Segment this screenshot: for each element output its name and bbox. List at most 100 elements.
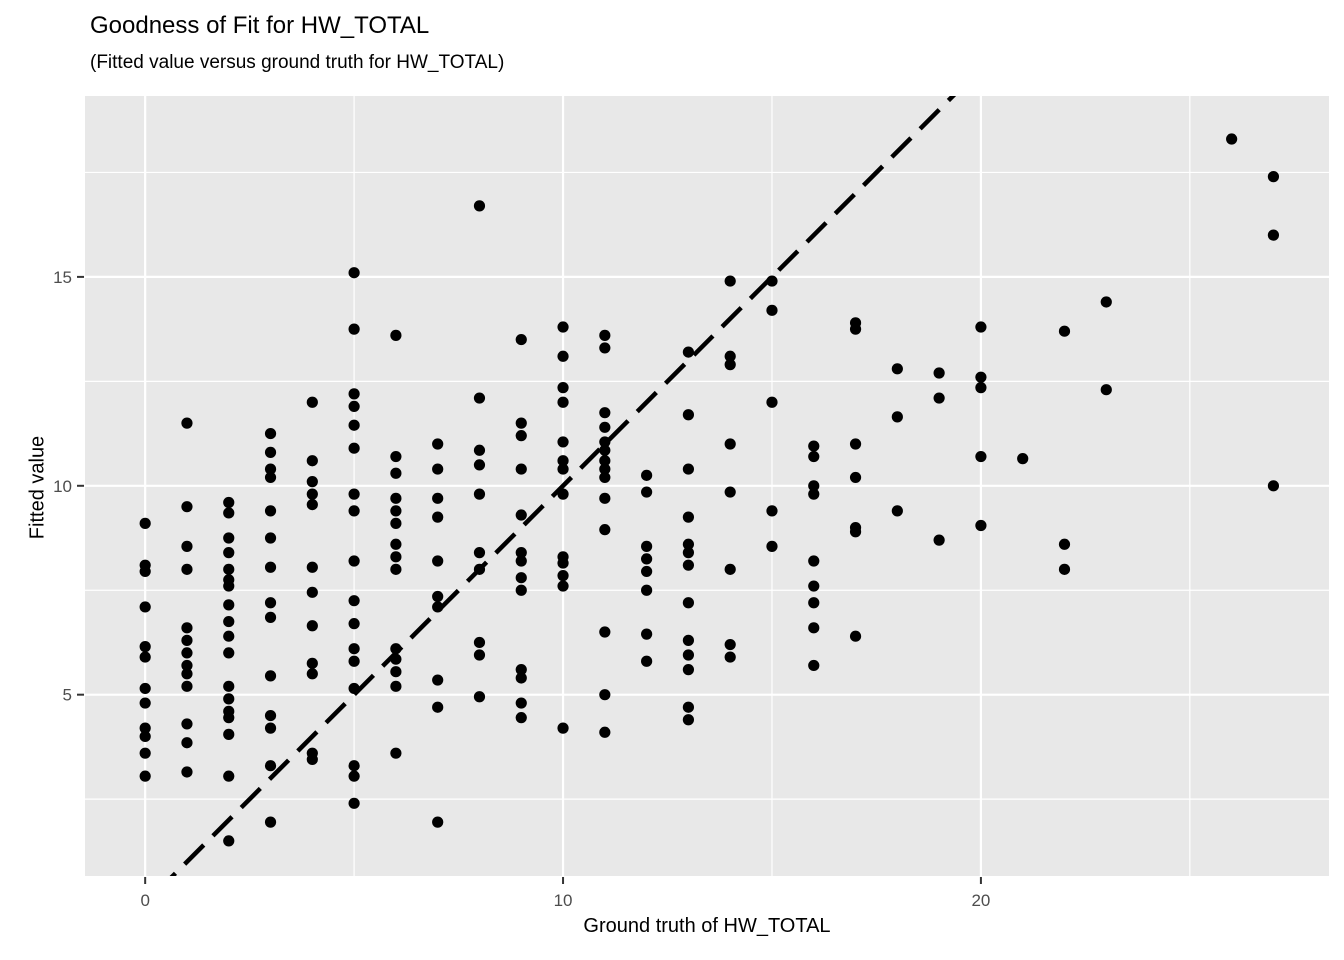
data-point	[1100, 384, 1112, 396]
data-point	[557, 488, 569, 500]
data-point	[139, 730, 151, 743]
data-point	[808, 480, 820, 492]
data-point	[181, 563, 193, 575]
data-point	[724, 275, 736, 287]
data-point	[181, 766, 193, 778]
data-point	[599, 444, 611, 456]
data-point	[139, 651, 151, 663]
data-point	[348, 442, 360, 454]
data-point	[975, 519, 987, 532]
data-point	[975, 382, 987, 394]
data-point	[223, 647, 235, 659]
data-point	[348, 400, 360, 413]
data-point	[139, 641, 151, 653]
data-point	[223, 712, 235, 724]
data-point	[515, 584, 527, 596]
data-point	[599, 524, 611, 536]
data-point	[390, 467, 402, 479]
data-point	[724, 350, 736, 362]
data-point	[515, 672, 527, 684]
data-point	[599, 689, 611, 701]
data-point	[181, 634, 193, 646]
data-point	[223, 496, 235, 509]
data-point	[264, 597, 277, 609]
data-point	[306, 498, 318, 511]
data-point	[390, 653, 402, 665]
data-point	[223, 615, 235, 628]
data-point	[139, 517, 151, 529]
data-point	[641, 469, 653, 481]
data-point	[557, 321, 569, 333]
data-point	[432, 590, 444, 603]
data-point	[515, 463, 527, 475]
data-point	[264, 611, 277, 623]
data-point	[473, 649, 486, 661]
data-point	[264, 471, 277, 484]
data-point	[306, 753, 318, 766]
data-point	[641, 565, 653, 578]
data-point	[432, 601, 444, 613]
data-point	[432, 816, 444, 828]
data-point	[682, 634, 695, 646]
data-point	[181, 718, 193, 730]
data-point	[432, 463, 444, 475]
data-point	[557, 455, 569, 467]
data-point	[515, 572, 527, 584]
data-point	[891, 411, 903, 423]
data-point	[1100, 296, 1112, 308]
data-point	[139, 565, 151, 578]
data-point	[557, 350, 569, 362]
data-point	[264, 816, 277, 828]
data-point	[223, 507, 235, 519]
data-point	[306, 476, 318, 488]
data-point	[473, 636, 486, 649]
data-point	[348, 419, 360, 431]
data-point	[599, 421, 611, 433]
data-point	[306, 396, 318, 408]
data-point	[933, 392, 945, 404]
data-point	[515, 664, 527, 676]
data-point	[724, 563, 736, 575]
data-point	[1017, 453, 1029, 465]
data-point	[891, 363, 903, 375]
data-point	[223, 835, 235, 847]
data-point	[348, 797, 360, 809]
data-point	[348, 643, 360, 655]
data-point	[306, 586, 318, 598]
data-point	[223, 547, 235, 559]
data-point	[1267, 171, 1280, 183]
data-point	[473, 547, 486, 559]
data-point	[432, 438, 444, 450]
data-point	[808, 580, 820, 592]
data-point	[306, 561, 318, 573]
data-point	[473, 459, 486, 471]
data-point	[766, 540, 778, 552]
data-point	[473, 444, 486, 456]
data-point	[473, 488, 486, 500]
data-point	[181, 540, 193, 552]
data-point	[682, 538, 695, 550]
data-point	[1058, 563, 1071, 575]
data-point	[682, 409, 695, 421]
data-point	[849, 438, 862, 450]
data-point	[223, 599, 235, 611]
data-point	[139, 747, 151, 759]
data-point	[223, 728, 235, 740]
data-point	[515, 555, 527, 567]
data-point	[724, 438, 736, 450]
data-point	[766, 304, 778, 316]
data-point	[515, 509, 527, 521]
data-point	[766, 275, 778, 287]
data-point	[808, 488, 820, 500]
data-point	[348, 760, 360, 772]
data-point	[348, 505, 360, 517]
y-axis-tick-label: 15	[53, 268, 72, 287]
data-point	[599, 463, 611, 475]
data-point	[181, 668, 193, 680]
data-point	[557, 436, 569, 448]
data-point	[473, 200, 486, 212]
data-point	[1058, 538, 1071, 550]
data-point	[599, 407, 611, 419]
